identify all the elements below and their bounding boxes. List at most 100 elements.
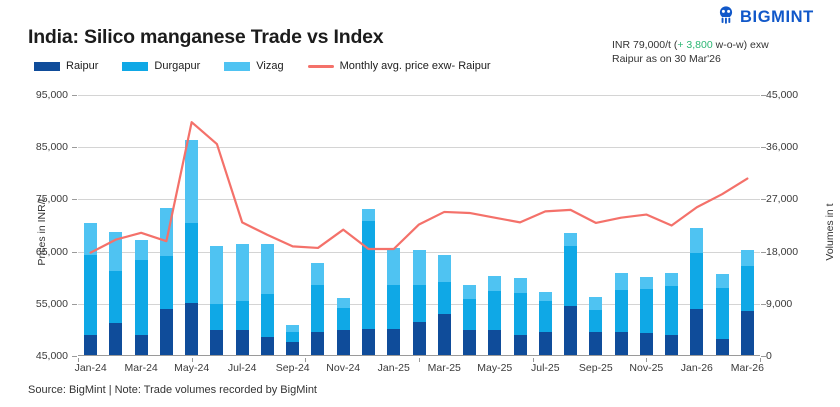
bar-group[interactable] (513, 278, 527, 356)
bar-segment-durgapur[interactable] (690, 252, 704, 310)
bar-segment-vizag[interactable] (311, 263, 325, 285)
bar-group[interactable] (361, 209, 375, 356)
bar-group[interactable] (185, 139, 199, 356)
bar-segment-durgapur[interactable] (740, 266, 754, 311)
bar-segment-raipur[interactable] (185, 303, 199, 356)
bar-group[interactable] (159, 208, 173, 356)
bar-segment-durgapur[interactable] (715, 287, 729, 340)
bar-group[interactable] (84, 223, 98, 356)
legend-item-vizag[interactable]: Vizag (224, 60, 284, 72)
bar-segment-raipur[interactable] (109, 322, 123, 356)
bar-segment-vizag[interactable] (614, 272, 628, 290)
bar-segment-raipur[interactable] (286, 342, 300, 356)
bar-group[interactable] (210, 246, 224, 356)
bar-segment-durgapur[interactable] (336, 308, 350, 331)
bar-group[interactable] (463, 284, 477, 356)
bar-segment-raipur[interactable] (639, 332, 653, 356)
bar-segment-durgapur[interactable] (665, 285, 679, 335)
bar-segment-raipur[interactable] (311, 331, 325, 356)
bar-segment-durgapur[interactable] (159, 255, 173, 310)
bar-group[interactable] (564, 233, 578, 356)
bar-segment-durgapur[interactable] (235, 300, 249, 331)
bar-group[interactable] (740, 249, 754, 356)
bar-segment-durgapur[interactable] (564, 246, 578, 306)
bar-segment-raipur[interactable] (134, 335, 148, 356)
bar-group[interactable] (488, 275, 502, 356)
bar-segment-vizag[interactable] (488, 275, 502, 292)
bar-segment-durgapur[interactable] (134, 259, 148, 336)
bar-segment-vizag[interactable] (665, 273, 679, 286)
legend-item-monthly-avg-price-exw-raipur[interactable]: Monthly avg. price exw- Raipur (307, 60, 491, 72)
bar-segment-vizag[interactable] (437, 254, 451, 283)
bar-segment-vizag[interactable] (715, 273, 729, 288)
bar-segment-vizag[interactable] (740, 249, 754, 267)
bar-segment-raipur[interactable] (84, 334, 98, 356)
bar-group[interactable] (235, 244, 249, 356)
legend-item-raipur[interactable]: Raipur (34, 60, 98, 72)
bar-group[interactable] (412, 250, 426, 356)
bar-segment-vizag[interactable] (185, 139, 199, 223)
bar-segment-vizag[interactable] (538, 291, 552, 302)
bar-segment-durgapur[interactable] (538, 301, 552, 332)
bar-group[interactable] (336, 298, 350, 356)
bar-group[interactable] (690, 228, 704, 356)
bar-segment-vizag[interactable] (690, 228, 704, 253)
bar-segment-raipur[interactable] (564, 305, 578, 356)
legend-item-durgapur[interactable]: Durgapur (122, 60, 200, 72)
bar-segment-raipur[interactable] (387, 328, 401, 356)
bar-group[interactable] (311, 263, 325, 356)
bar-segment-raipur[interactable] (614, 332, 628, 356)
bar-segment-vizag[interactable] (361, 209, 375, 221)
bar-segment-durgapur[interactable] (84, 254, 98, 335)
bar-group[interactable] (715, 273, 729, 356)
bar-segment-durgapur[interactable] (286, 332, 300, 343)
bar-segment-durgapur[interactable] (311, 284, 325, 332)
bar-segment-raipur[interactable] (412, 321, 426, 356)
bar-segment-raipur[interactable] (690, 309, 704, 356)
bar-segment-durgapur[interactable] (387, 285, 401, 329)
bar-segment-vizag[interactable] (387, 248, 401, 286)
bar-segment-durgapur[interactable] (589, 309, 603, 333)
bar-segment-raipur[interactable] (437, 314, 451, 356)
bar-segment-vizag[interactable] (134, 240, 148, 260)
bar-group[interactable] (109, 232, 123, 356)
bar-segment-vizag[interactable] (210, 246, 224, 304)
bar-segment-durgapur[interactable] (109, 271, 123, 323)
bar-segment-vizag[interactable] (260, 243, 274, 294)
bar-segment-raipur[interactable] (538, 331, 552, 356)
bar-segment-durgapur[interactable] (488, 291, 502, 330)
bar-segment-raipur[interactable] (665, 334, 679, 356)
bar-segment-raipur[interactable] (260, 337, 274, 356)
bar-segment-raipur[interactable] (336, 330, 350, 356)
bar-segment-durgapur[interactable] (513, 292, 527, 335)
bar-segment-vizag[interactable] (412, 250, 426, 286)
bar-segment-vizag[interactable] (286, 324, 300, 333)
bar-group[interactable] (286, 324, 300, 356)
bar-segment-vizag[interactable] (109, 232, 123, 272)
bar-segment-durgapur[interactable] (361, 220, 375, 330)
bar-segment-durgapur[interactable] (614, 289, 628, 333)
bar-group[interactable] (134, 240, 148, 356)
bar-segment-raipur[interactable] (361, 329, 375, 356)
bar-group[interactable] (665, 273, 679, 356)
bar-group[interactable] (639, 276, 653, 356)
bar-segment-raipur[interactable] (159, 309, 173, 356)
bar-segment-vizag[interactable] (235, 244, 249, 301)
bar-group[interactable] (437, 254, 451, 356)
bar-segment-durgapur[interactable] (185, 222, 199, 304)
bar-segment-durgapur[interactable] (260, 293, 274, 338)
bar-segment-vizag[interactable] (513, 278, 527, 293)
bar-segment-raipur[interactable] (235, 330, 249, 356)
bar-segment-vizag[interactable] (336, 298, 350, 309)
bar-segment-vizag[interactable] (589, 297, 603, 310)
bar-segment-vizag[interactable] (84, 223, 98, 255)
bar-segment-raipur[interactable] (513, 334, 527, 356)
bar-segment-vizag[interactable] (564, 233, 578, 247)
bar-segment-durgapur[interactable] (412, 285, 426, 322)
bar-segment-vizag[interactable] (463, 284, 477, 300)
bar-group[interactable] (589, 297, 603, 356)
bar-group[interactable] (260, 243, 274, 356)
bar-segment-raipur[interactable] (210, 330, 224, 356)
bar-segment-durgapur[interactable] (437, 282, 451, 315)
bar-segment-raipur[interactable] (589, 332, 603, 356)
